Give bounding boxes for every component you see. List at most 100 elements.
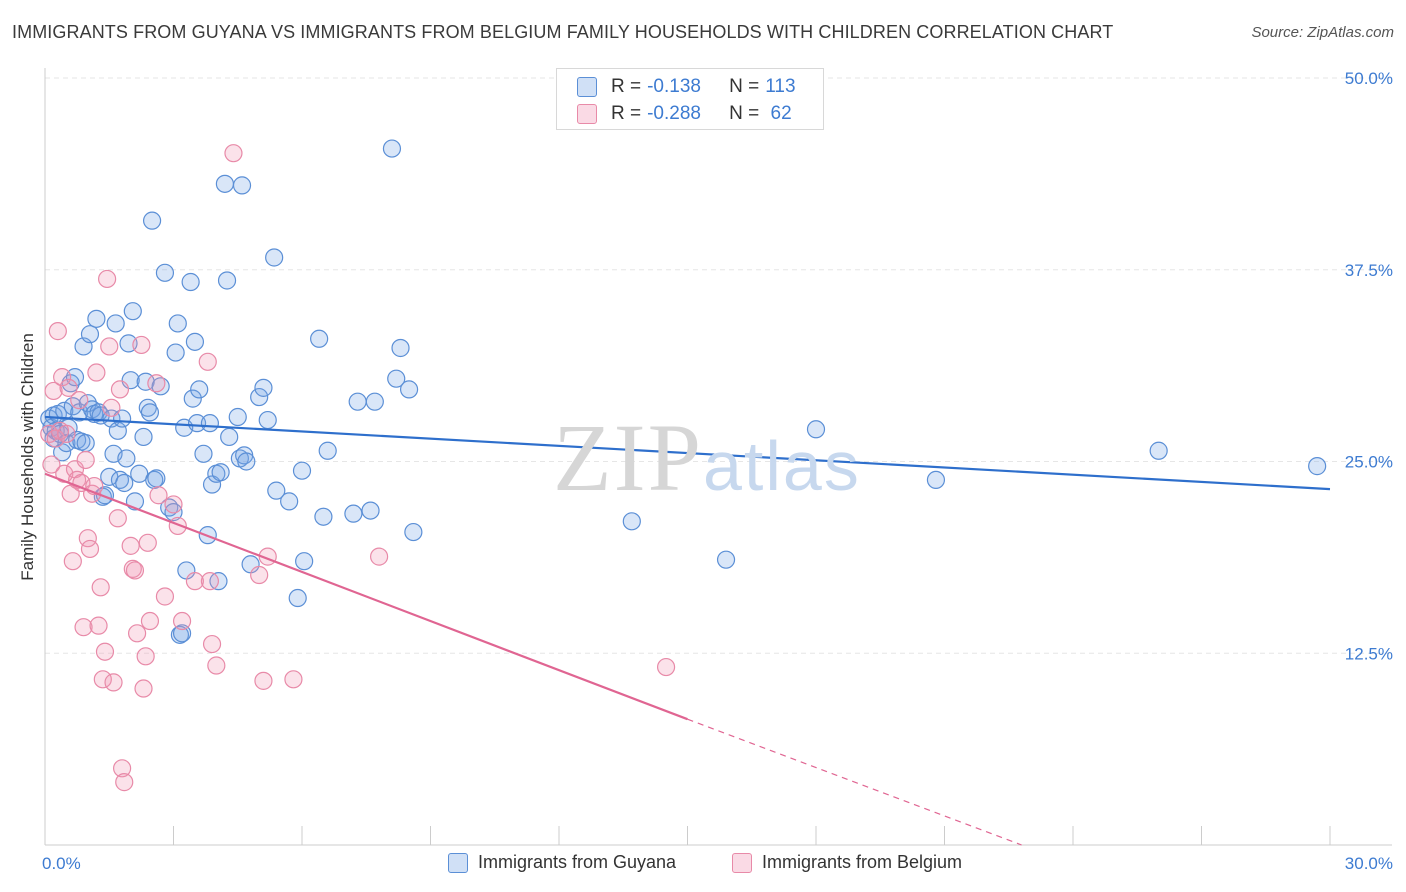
guyana-point xyxy=(220,427,239,447)
belgium-point xyxy=(76,450,95,470)
belgium-point xyxy=(108,509,127,528)
belgium-point xyxy=(44,381,63,401)
guyana-point xyxy=(314,507,333,526)
guyana-point xyxy=(185,332,205,351)
belgium-point xyxy=(140,611,160,631)
belgium-point xyxy=(149,486,168,505)
axis-layer xyxy=(44,68,1392,846)
n-value: 62 xyxy=(765,103,792,124)
belgium-point xyxy=(172,611,192,631)
belgium-point xyxy=(98,269,117,289)
belgium-point xyxy=(53,368,72,387)
belgium-point xyxy=(656,657,676,677)
r-value: -0.288 xyxy=(647,103,701,124)
guyana-point xyxy=(215,174,234,193)
belgium-point xyxy=(284,670,303,689)
legend-label: Immigrants from Belgium xyxy=(762,852,963,872)
belgium-swatch xyxy=(577,104,597,124)
guyana-point xyxy=(280,492,299,511)
belgium-point xyxy=(134,679,153,698)
n-value: 113 xyxy=(765,76,796,97)
y-tick-label: 12.5% xyxy=(1345,644,1393,663)
watermark-atlas: atlas xyxy=(703,427,861,505)
belgium-point xyxy=(136,647,155,666)
guyana-point xyxy=(348,392,367,411)
belgium-point xyxy=(110,380,130,399)
r-label: R = xyxy=(611,103,642,124)
belgium-legend-swatch xyxy=(732,852,752,873)
x-tick-label: 30.0% xyxy=(1345,854,1393,873)
belgium-point xyxy=(93,670,112,689)
guyana-point xyxy=(318,441,337,460)
stats-row-belgium: R = -0.288 N = 62 xyxy=(577,101,792,127)
belgium-point xyxy=(207,656,226,675)
belgium-point xyxy=(70,391,89,410)
guyana-point xyxy=(65,368,85,387)
guyana-point xyxy=(1308,457,1327,476)
guyana-point xyxy=(265,248,284,267)
guyana-point xyxy=(142,211,162,230)
belgium-point xyxy=(95,642,115,661)
guyana-point xyxy=(211,463,230,482)
guyana-point xyxy=(267,481,286,500)
belgium-point xyxy=(132,335,151,355)
belgium-point xyxy=(42,455,61,474)
belgium-point xyxy=(89,616,108,635)
guyana-point xyxy=(258,410,277,430)
belgium-point xyxy=(104,673,123,692)
guyana-point xyxy=(168,314,187,333)
belgium-point xyxy=(80,539,100,559)
belgium-point xyxy=(112,759,132,778)
belgium-point xyxy=(121,536,140,555)
n-label: N = xyxy=(729,103,760,124)
guyana-point xyxy=(232,176,252,195)
tick-labels: 12.5% 25.0% 37.5% 50.0% 0.0% 30.0% xyxy=(42,69,1393,873)
guyana-point xyxy=(147,469,166,488)
belgium-point xyxy=(127,624,147,643)
belgium-point xyxy=(202,634,222,654)
guyana-point xyxy=(254,378,273,397)
guyana-point xyxy=(183,389,202,408)
belgium-point xyxy=(168,516,187,536)
guyana-point xyxy=(387,369,406,388)
belgium-trend-extension xyxy=(687,718,1022,846)
legend-item-belgium[interactable]: Immigrants from Belgium xyxy=(732,852,962,873)
y-tick-label: 25.0% xyxy=(1345,453,1393,472)
guyana-point xyxy=(194,444,213,463)
legend-item-guyana[interactable]: Immigrants from Guyana xyxy=(448,852,676,873)
x-tick-label: 0.0% xyxy=(42,854,81,873)
n-label: N = xyxy=(729,76,760,97)
belgium-trend-line xyxy=(44,472,688,721)
guyana-point xyxy=(106,314,125,333)
belgium-point xyxy=(74,618,93,637)
belgium-point xyxy=(59,378,78,397)
guyana-point xyxy=(806,420,826,439)
guyana-point xyxy=(344,504,363,523)
guyana-point xyxy=(292,461,312,480)
guyana-point xyxy=(237,452,256,471)
belgium-point xyxy=(78,529,97,548)
belgium-point xyxy=(164,495,183,514)
belgium-point xyxy=(147,374,166,393)
guyana-point xyxy=(716,550,736,569)
guyana-point xyxy=(404,522,423,542)
r-value: -0.138 xyxy=(647,76,701,97)
guyana-point xyxy=(181,272,200,292)
belgium-point xyxy=(254,671,273,690)
r-label: R = xyxy=(611,76,642,97)
y-axis-label: Family Households with Children xyxy=(18,333,37,581)
guyana-point xyxy=(117,449,136,468)
guyana-point xyxy=(140,403,160,422)
guyana-point xyxy=(361,501,380,520)
guyana-point xyxy=(228,407,247,427)
legend: Immigrants from Guyana Immigrants from B… xyxy=(0,852,1406,878)
guyana-point xyxy=(80,325,100,344)
guyana-swatch xyxy=(577,77,597,97)
guyana-point xyxy=(391,338,410,358)
guyana-point xyxy=(123,302,142,321)
belgium-point xyxy=(100,337,119,356)
belgium-point xyxy=(63,552,82,571)
guyana-point xyxy=(164,503,183,522)
belgium-points xyxy=(40,144,676,792)
